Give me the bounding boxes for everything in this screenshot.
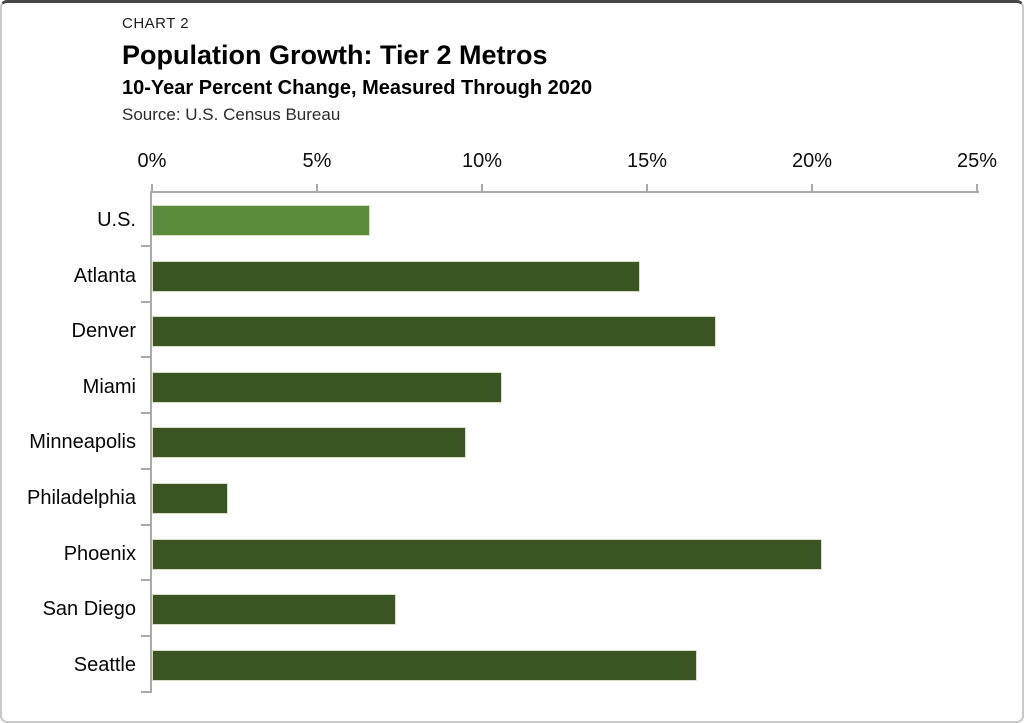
bar-track-seattle [152,649,977,681]
bar-philadelphia [152,483,228,514]
x-tick-mark [316,184,318,191]
chart-row-u-s: U.S. [2,193,1022,249]
x-tick-mark [811,184,813,191]
chart-row-philadelphia: Philadelphia [2,471,1022,527]
x-tick-label-10: 10% [461,150,503,172]
y-tick-mark [141,412,150,415]
bar-phoenix [152,538,822,570]
x-tick-mark [646,184,648,191]
y-tick-mark [141,579,150,582]
x-tick-mark [481,184,483,191]
bar-minneapolis [152,427,466,459]
bar-seattle [152,649,697,681]
chart-row-san-diego: San Diego [2,582,1022,638]
chart-row-seattle: Seattle [2,637,1022,693]
bar-chart: 0% 5% 10% 15% 20% 25% U.S. Atlanta Denver Miami M… [2,150,1022,693]
bar-track-denver [152,316,977,348]
bar-rows: U.S. Atlanta Denver Miami Minneapolis Philade… [2,193,1022,693]
x-tick-mark [976,184,978,191]
chart-number-label: CHART 2 [122,15,190,32]
bar-track-u-s [152,205,977,237]
category-label-seattle: Seattle [73,653,136,676]
y-tick-mark [141,523,150,526]
bar-denver [152,316,717,348]
x-tick-label-5: 5% [302,150,332,172]
bar-track-san-diego [152,594,977,626]
x-tick-label-20: 20% [791,150,833,172]
chart-header: CHART 2 Population Growth: Tier 2 Metros… [122,15,592,124]
y-axis-line [150,191,152,693]
category-label-san-diego: San Diego [42,598,136,621]
bar-miami [152,371,502,403]
x-tick-mark [151,184,153,191]
bar-track-atlanta [152,260,977,292]
bar-track-minneapolis [152,427,977,459]
category-label-denver: Denver [71,320,136,343]
y-tick-mark [141,300,150,303]
bar-atlanta [152,260,641,292]
bar-san-diego [152,594,397,626]
chart-source: Source: U.S. Census Bureau [122,104,341,124]
category-label-phoenix: Phoenix [63,542,136,565]
chart-row-atlanta: Atlanta [2,249,1022,305]
category-label-miami: Miami [82,375,136,398]
y-tick-mark [141,467,150,470]
category-label-minneapolis: Minneapolis [29,431,136,454]
bar-track-miami [152,371,977,403]
chart-subtitle: 10-Year Percent Change, Measured Through… [122,76,593,99]
bar-track-phoenix [152,538,977,570]
chart-title: Population Growth: Tier 2 Metros [122,40,548,70]
chart-row-phoenix: Phoenix [2,526,1022,582]
chart-row-denver: Denver [2,304,1022,360]
chart-row-minneapolis: Minneapolis [2,415,1022,471]
category-label-atlanta: Atlanta [73,264,136,287]
y-tick-mark [141,635,150,638]
x-tick-label-15: 15% [626,150,668,172]
category-label-u-s: U.S. [97,209,136,232]
y-tick-mark [141,356,150,359]
bar-u-s [152,205,370,237]
x-tick-label-25: 25% [956,150,998,172]
category-label-philadelphia: Philadelphia [27,487,136,509]
x-tick-label-0: 0% [137,150,167,172]
y-tick-mark [141,691,150,693]
chart-row-miami: Miami [2,360,1022,416]
x-axis-line [152,191,979,193]
bar-track-philadelphia [152,483,977,514]
y-tick-mark [141,244,150,247]
